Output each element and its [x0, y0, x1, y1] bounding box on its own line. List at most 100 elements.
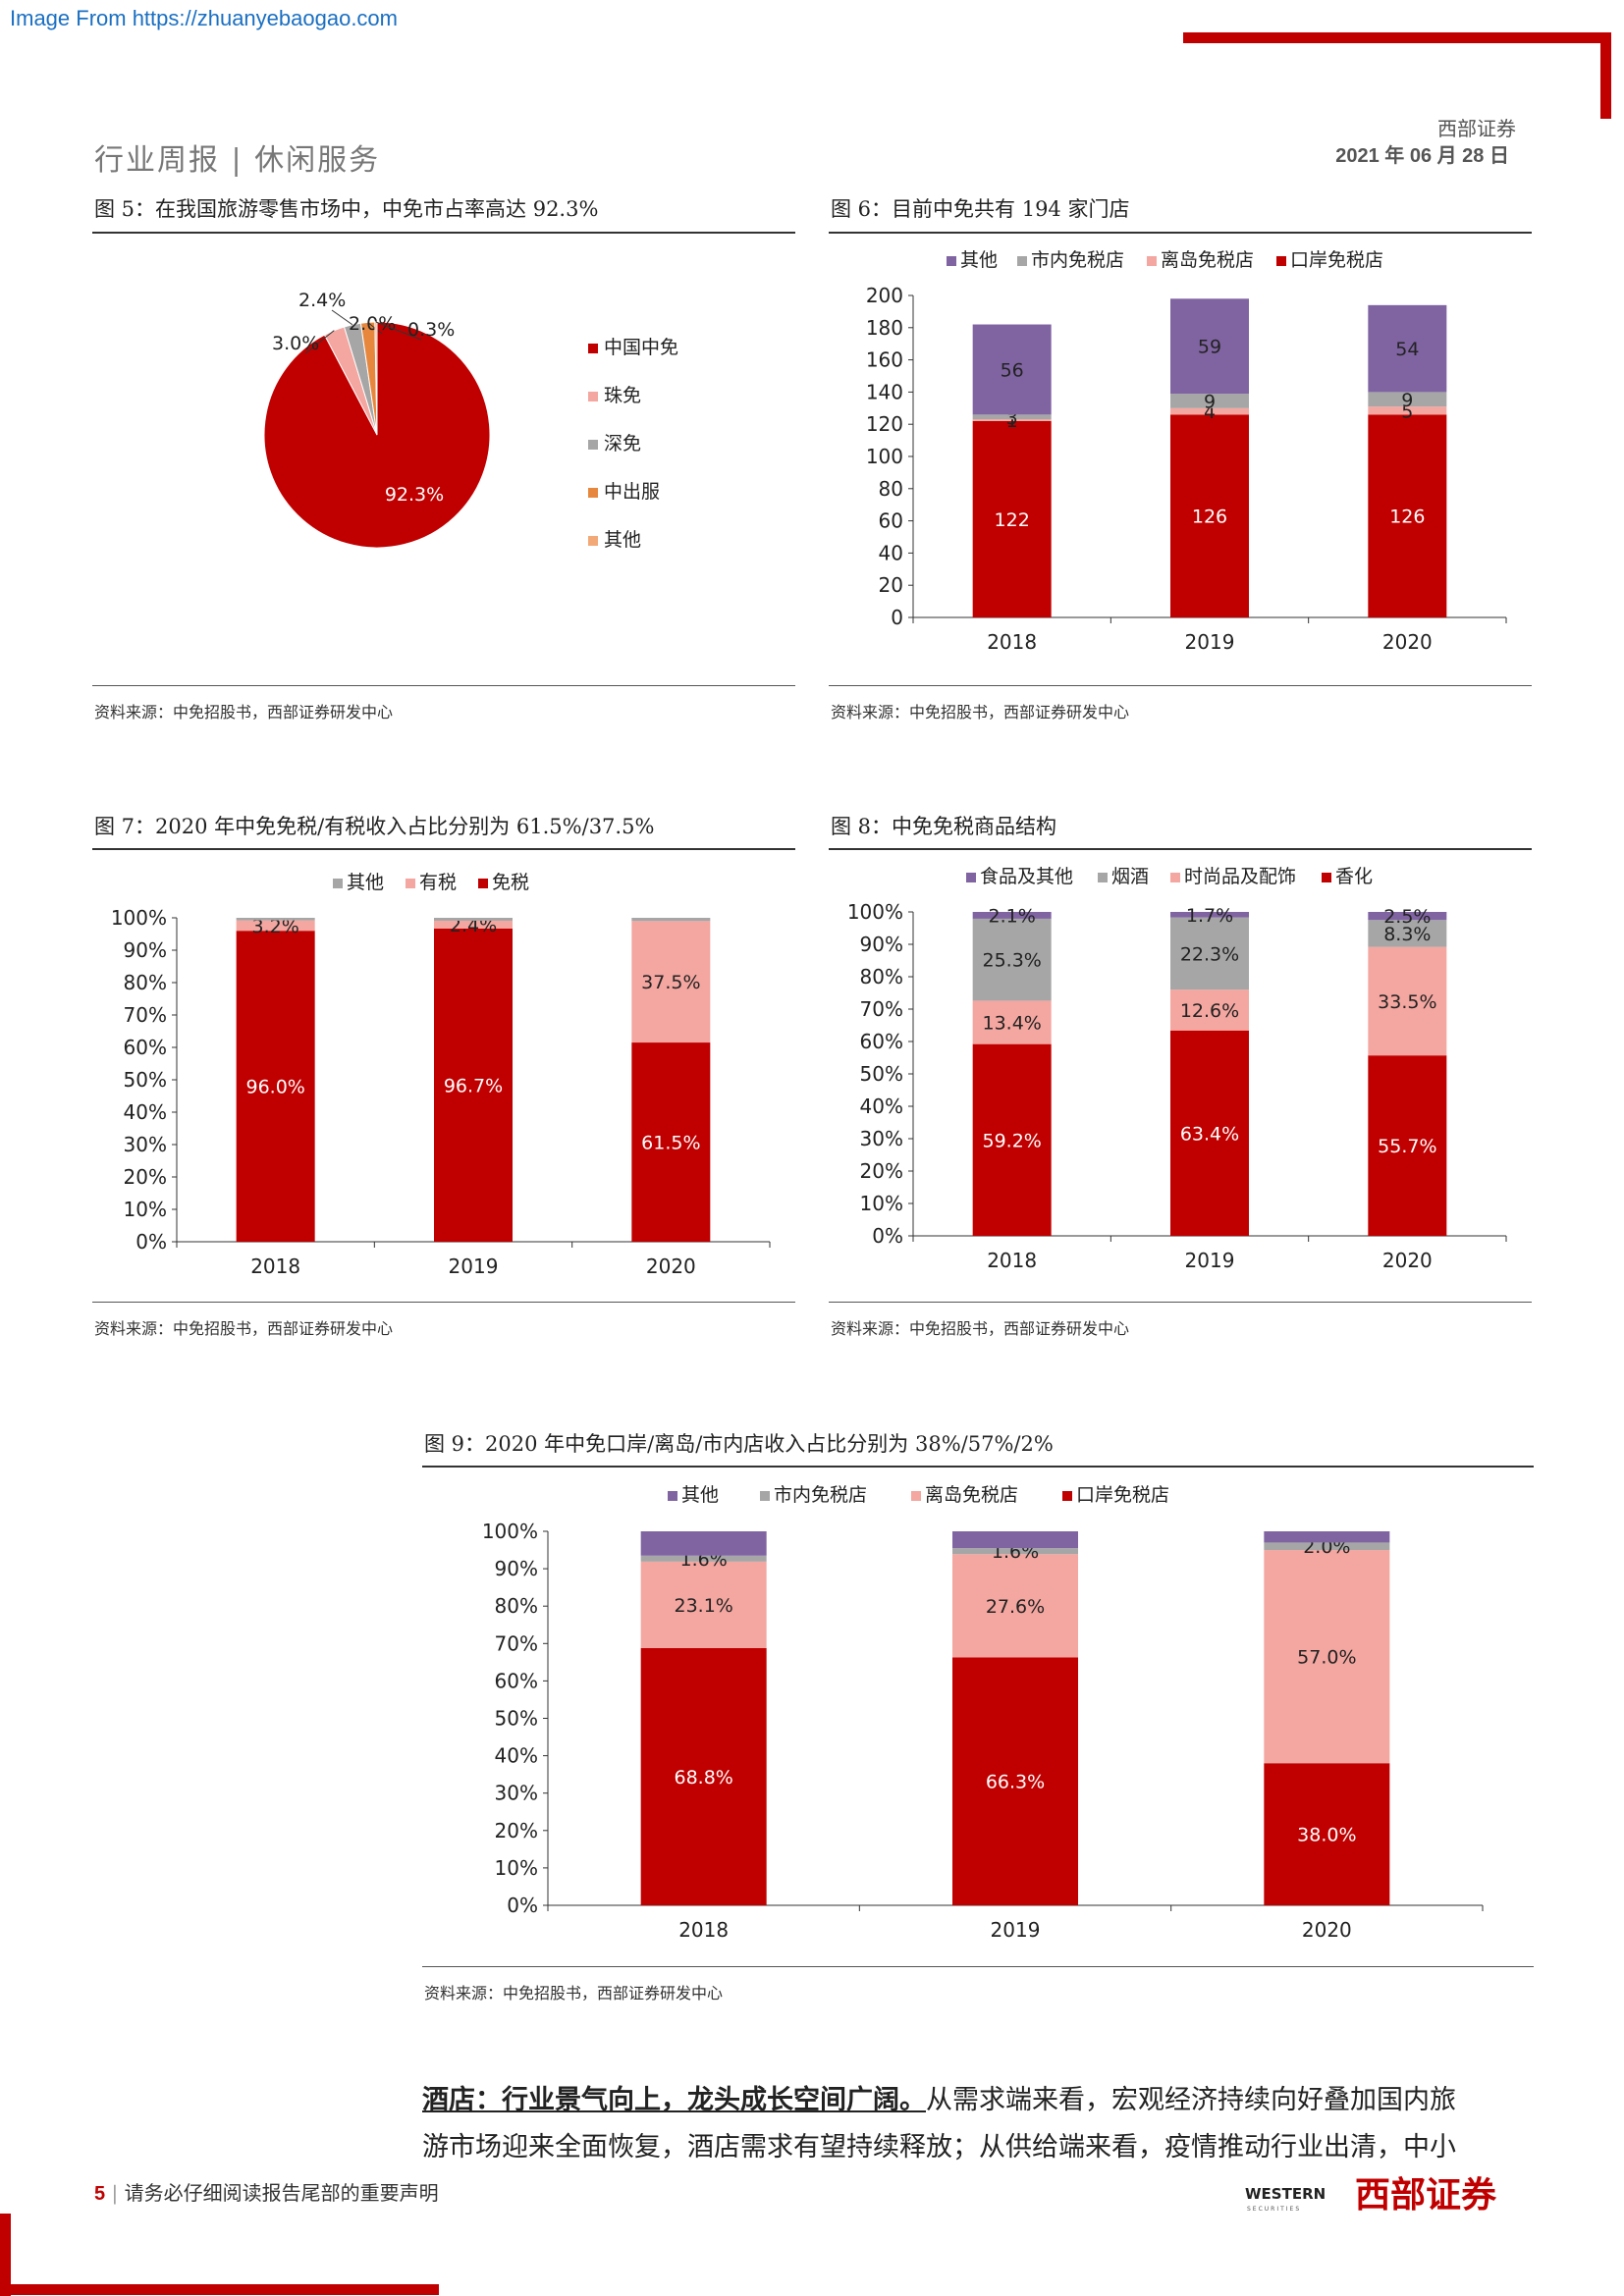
- bar-2019-2: [1170, 394, 1249, 408]
- fig8-chart: 0% 10% 20% 30% 40% 50% 60% 70% 80% 90% 100% 59.2% 13…: [847, 866, 1507, 1272]
- data-label: 37.5%: [641, 972, 700, 993]
- legend-label-0: 其他: [681, 1484, 719, 1506]
- y-tick-label: 70%: [860, 997, 903, 1021]
- logo-en: WESTERN: [1245, 2185, 1326, 2203]
- body-lead: 酒店：行业景气向上，龙头成长空间广阔。: [422, 2085, 926, 2115]
- report-category: 行业周报 | 休闲服务: [94, 143, 381, 178]
- data-label: 22.3%: [1180, 943, 1239, 965]
- bar-2020-2: [1368, 392, 1447, 407]
- fig9-bottom-rule: [422, 1966, 1534, 1967]
- bar-2018-1: [972, 419, 1052, 421]
- data-label: 126: [1389, 507, 1425, 528]
- legend-swatch-3: [1276, 256, 1286, 266]
- y-tick-label: 50%: [495, 1707, 538, 1731]
- data-label: 27.6%: [986, 1596, 1045, 1618]
- y-tick-label: 120: [866, 412, 903, 436]
- legend-label-2: 离岛免税店: [1161, 249, 1254, 271]
- bar-2019-1: [1170, 407, 1249, 415]
- bar-2018-2: [640, 1555, 767, 1562]
- bar-2020-3: [1368, 912, 1447, 921]
- y-tick-label: 30%: [124, 1133, 167, 1156]
- bar-2019-1: [952, 1554, 1078, 1658]
- fig7-bottom-rule: [92, 1302, 795, 1303]
- bar-2019-2: [434, 918, 513, 921]
- y-tick-label: 70%: [124, 1003, 167, 1027]
- y-tick-label: 40%: [124, 1100, 167, 1124]
- y-tick-label: 10%: [860, 1192, 903, 1215]
- y-tick-label: 0%: [872, 1224, 903, 1248]
- x-tick-label: 2020: [646, 1255, 696, 1278]
- data-label: 96.7%: [444, 1075, 503, 1096]
- bar-2020-3: [1264, 1531, 1390, 1543]
- legend-swatch-2: [588, 440, 598, 450]
- bar-2019-2: [1170, 917, 1249, 990]
- bottom-red-bar-vertical: [0, 2214, 11, 2296]
- legend-swatch-0: [966, 873, 976, 882]
- y-tick-label: 20%: [860, 1159, 903, 1183]
- fig8-top-rule: [829, 848, 1532, 850]
- y-tick-label: 20: [879, 573, 903, 597]
- data-label: 13.4%: [982, 1013, 1041, 1035]
- legend-swatch-0: [588, 344, 598, 353]
- x-tick-label: 2019: [1185, 630, 1235, 654]
- data-label: 55.7%: [1378, 1136, 1436, 1157]
- body-line-1: 从需求端来看，宏观经济持续向好叠加国内旅: [926, 2085, 1456, 2115]
- bar-2019-1: [434, 920, 513, 929]
- legend-swatch-3: [1062, 1491, 1072, 1501]
- data-label: 25.3%: [982, 950, 1041, 972]
- y-tick-label: 10%: [495, 1856, 538, 1880]
- legend-swatch-1: [406, 879, 415, 888]
- bar-2019-0: [952, 1657, 1078, 1905]
- y-tick-label: 60%: [495, 1669, 538, 1692]
- bar-2020-1: [1264, 1550, 1390, 1764]
- y-tick-label: 100%: [482, 1520, 538, 1543]
- bar-2020-0: [631, 1042, 711, 1242]
- data-label: 66.3%: [986, 1772, 1045, 1793]
- logo-cn: 西部证券: [1355, 2175, 1497, 2216]
- fig6-title: 图 6：目前中免共有 194 家门店: [831, 197, 1130, 221]
- legend-label-0: 中国中免: [604, 337, 678, 358]
- bar-2020-0: [1368, 1055, 1447, 1236]
- legend-label-1: 烟酒: [1111, 866, 1149, 887]
- top-red-bar: [1183, 32, 1610, 43]
- bar-2019-1: [1170, 989, 1249, 1031]
- fig6-bottom-rule: [829, 685, 1532, 686]
- data-label: 2.1%: [989, 905, 1036, 927]
- data-label: 23.1%: [674, 1595, 732, 1617]
- fig5-top-rule: [92, 232, 795, 234]
- y-tick-label: 20%: [124, 1165, 167, 1189]
- legend-swatch-2: [478, 879, 488, 888]
- legend-label-0: 其他: [347, 872, 384, 893]
- legend-swatch-3: [588, 488, 598, 498]
- legend-label-1: 有税: [419, 872, 457, 893]
- data-label: 96.0%: [245, 1077, 304, 1098]
- data-label: 56: [1001, 359, 1024, 381]
- bar-2019-0: [434, 928, 513, 1242]
- y-tick-label: 70%: [495, 1631, 538, 1655]
- x-tick-label: 2019: [1185, 1249, 1235, 1272]
- bar-2019-2: [952, 1548, 1078, 1555]
- bar-2020-2: [1264, 1542, 1390, 1551]
- y-tick-label: 90%: [124, 938, 167, 962]
- fig9-top-rule: [422, 1466, 1534, 1468]
- legend-swatch-1: [760, 1491, 770, 1501]
- bar-2020-1: [1368, 406, 1447, 415]
- y-tick-label: 50%: [124, 1068, 167, 1092]
- bar-2018-2: [236, 918, 315, 921]
- data-label: 9: [1401, 390, 1413, 411]
- legend-swatch-2: [911, 1491, 921, 1501]
- y-tick-label: 100%: [847, 900, 903, 924]
- bar-2018-0: [640, 1647, 767, 1905]
- data-label: 8.3%: [1383, 924, 1431, 945]
- y-tick-label: 180: [866, 316, 903, 340]
- y-tick-label: 30%: [495, 1782, 538, 1805]
- x-tick-label: 2020: [1382, 1249, 1433, 1272]
- bar-2018-0: [972, 1043, 1052, 1236]
- y-tick-label: 100%: [111, 906, 167, 930]
- fig6-chart: 0204060801001201401601802001221356201812…: [866, 249, 1507, 654]
- legend-label-1: 市内免税店: [1031, 249, 1124, 271]
- y-tick-label: 200: [866, 284, 903, 307]
- legend-swatch-2: [1147, 256, 1157, 266]
- bar-2018-2: [972, 414, 1052, 420]
- y-tick-label: 50%: [860, 1062, 903, 1086]
